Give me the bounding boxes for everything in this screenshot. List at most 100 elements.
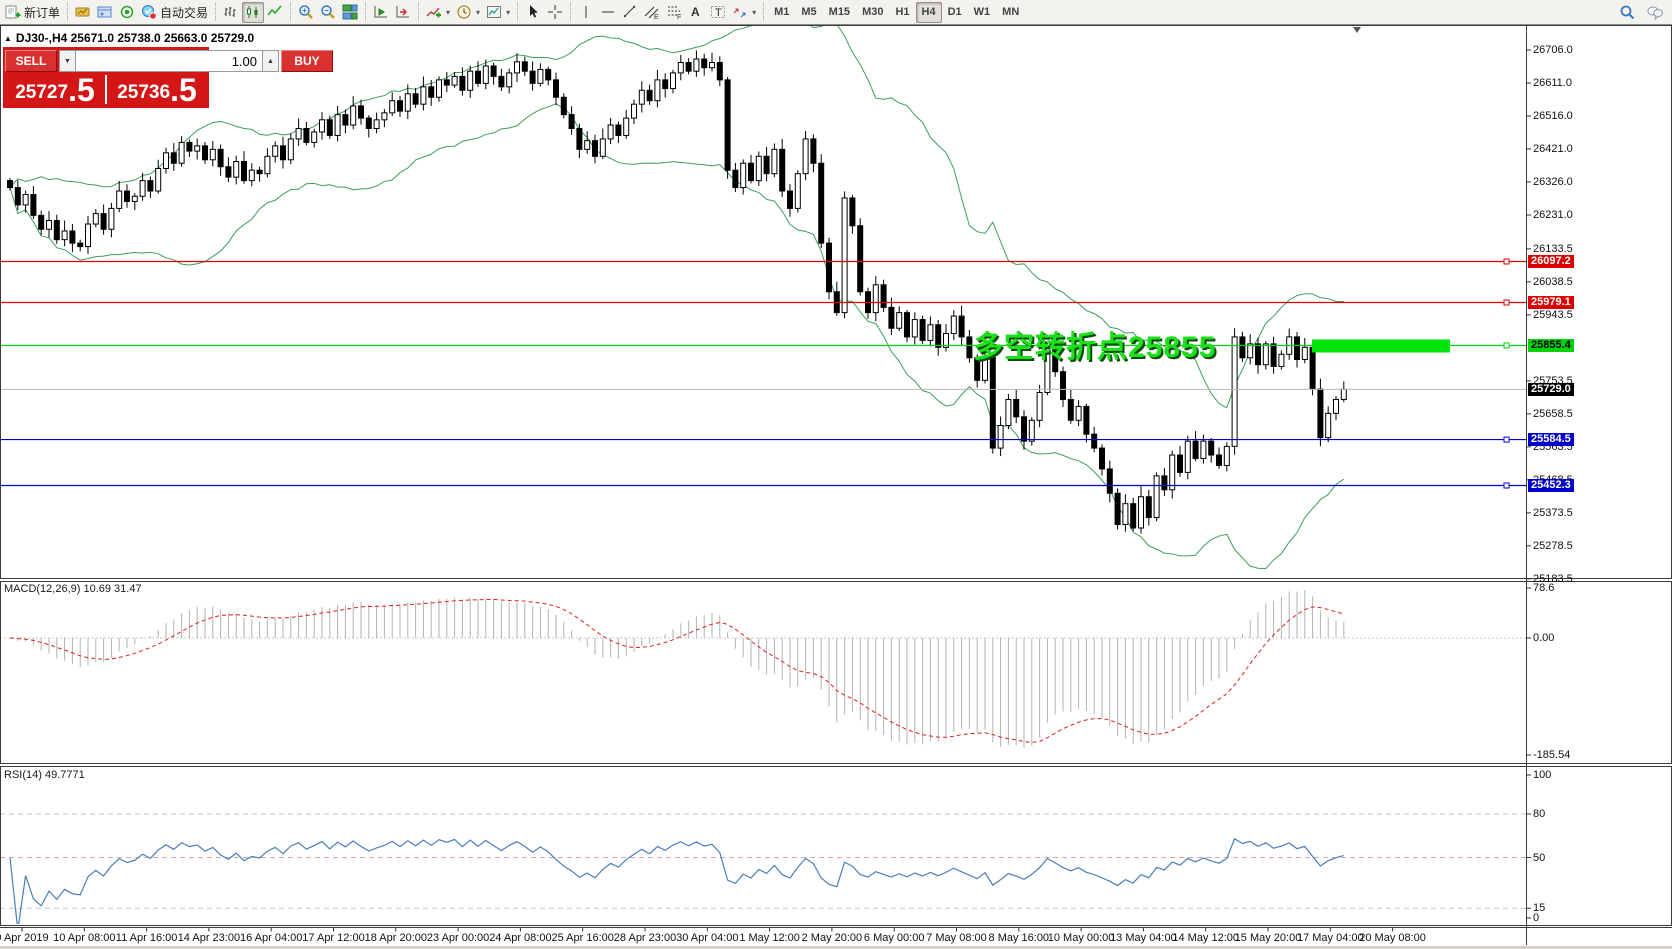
volume-decrease-button[interactable]: ▼ (59, 50, 76, 72)
trend-icon (622, 4, 638, 20)
price-level-tag[interactable]: 26097.2 (1528, 254, 1574, 268)
macd-axis-tick: 0.00 (1533, 632, 1555, 644)
new-order-button[interactable]: 新订单 (2, 2, 63, 23)
time-axis-label: 28 Apr 23:00 (613, 932, 677, 944)
time-axis-label: 14 May 12:00 (1172, 932, 1240, 944)
template-icon (486, 4, 502, 20)
arrows-icon (732, 4, 748, 20)
chart-shift-button[interactable] (392, 2, 414, 23)
tile-icon (342, 4, 358, 20)
toolbar-separator (290, 3, 292, 21)
crosshair-button[interactable] (544, 2, 566, 23)
search-button[interactable] (1616, 2, 1638, 23)
rsi-line (9, 837, 1344, 924)
equidistant-channel-button[interactable]: E (641, 2, 663, 23)
vertical-line-button[interactable] (575, 2, 597, 23)
chart-annotation-text[interactable]: 多空转折点25855 (973, 331, 1217, 364)
volume-increase-button[interactable]: ▲ (262, 50, 279, 72)
timeframe-d1[interactable]: D1 (947, 6, 962, 18)
timeframe-m1[interactable]: M1 (774, 6, 790, 18)
zoom-out-icon (320, 4, 336, 20)
fibonacci-button[interactable]: F (663, 2, 685, 23)
collapse-trade-panel-icon[interactable]: ▲ (4, 33, 12, 43)
text-button[interactable]: A (685, 2, 707, 23)
time-axis-label: 18 Apr 20:00 (364, 932, 427, 944)
timeframe-m15[interactable]: M15 (828, 6, 851, 18)
chevron-down-icon[interactable]: ▾ (752, 7, 757, 17)
toolbar-separator (215, 3, 217, 21)
cursor-icon (525, 4, 541, 20)
price-axis-tick: 26231.0 (1533, 209, 1573, 221)
time-axis-label: 1 May 12:00 (739, 932, 800, 944)
chat-button[interactable] (1644, 2, 1666, 23)
sell-price[interactable]: 25727 .5 (15, 72, 95, 108)
new-order-icon (5, 4, 21, 20)
time-axis-label: 9 Apr 2019 (0, 932, 49, 944)
toolbar-separator (517, 3, 519, 21)
periods-button[interactable]: ▾ (453, 2, 483, 23)
tile-windows-button[interactable] (339, 2, 361, 23)
price-level-tag[interactable]: 25855.4 (1528, 338, 1574, 352)
buy-price[interactable]: 25736 .5 (117, 72, 197, 108)
trendline-button[interactable] (619, 2, 641, 23)
time-axis-label: 23 Apr 00:00 (426, 932, 490, 944)
profiles-button[interactable] (94, 2, 116, 23)
macd-indicator-label: MACD(12,26,9) 10.69 31.47 (4, 583, 142, 595)
bar-chart-button[interactable] (220, 2, 242, 23)
green-highlight-rectangle[interactable] (1312, 339, 1450, 353)
zoom-in-icon (298, 4, 314, 20)
timeframe-h1[interactable]: H1 (895, 6, 910, 18)
timeframe-m5[interactable]: M5 (801, 6, 817, 18)
time-axis-label: 7 May 08:00 (926, 932, 987, 944)
buy-button[interactable]: BUY (281, 50, 333, 72)
price-axis-tick: 26421.0 (1533, 143, 1573, 155)
sell-button[interactable]: SELL (5, 50, 57, 72)
toolbar-separator (570, 3, 572, 21)
horizontal-level-lines[interactable] (0, 258, 1526, 489)
channel-icon: E (644, 4, 660, 20)
price-axis-tick: 25943.5 (1533, 308, 1573, 321)
line-chart-button[interactable] (264, 2, 286, 23)
macd-histogram (17, 590, 1345, 749)
bollinger-bands (9, 26, 1345, 570)
indicators-button[interactable]: ▾ (423, 2, 453, 23)
chevron-down-icon[interactable]: ▾ (446, 7, 451, 17)
timeframe-mn[interactable]: MN (1002, 6, 1020, 18)
time-axis-label: 14 Apr 23:00 (177, 932, 241, 944)
price-level-tag[interactable]: 25452.3 (1528, 478, 1574, 492)
svg-text:E: E (654, 14, 659, 20)
timeframe-w1[interactable]: W1 (973, 6, 991, 18)
time-axis-label: 8 May 16:00 (988, 932, 1050, 944)
zoom-in-button[interactable] (295, 2, 317, 23)
text-label-button[interactable]: T (707, 2, 729, 23)
chevron-down-icon[interactable]: ▾ (506, 7, 511, 17)
current-price-tag[interactable]: 25729.0 (1528, 382, 1574, 396)
cursor-button[interactable] (522, 2, 544, 23)
time-axis-label: 17 Apr 12:00 (302, 932, 365, 944)
candlestick-chart-button[interactable] (242, 1, 265, 23)
price-axis-tick: 26706.0 (1533, 44, 1573, 56)
horizontal-line-button[interactable] (597, 2, 619, 23)
arrows-button[interactable]: ▾ (729, 2, 759, 23)
bars-icon (223, 4, 239, 20)
zoom-out-button[interactable] (317, 2, 339, 23)
symbol-ohlc-label[interactable]: ▲ DJ30-,H4 25671.0 25738.0 25663.0 25729… (4, 31, 254, 45)
price-axis-tick: 26516.0 (1533, 110, 1573, 122)
chevron-down-icon[interactable]: ▾ (476, 7, 481, 17)
volume-input[interactable] (76, 50, 262, 72)
autotrading-button[interactable]: 自动交易 (138, 2, 211, 23)
market-watch-icon (119, 4, 135, 20)
price-level-tag[interactable]: 25584.5 (1528, 433, 1574, 447)
rsi-indicator-label: RSI(14) 49.7771 (4, 769, 85, 781)
auto-scroll-button[interactable] (370, 2, 392, 23)
text-icon: A (688, 4, 704, 20)
indicators-icon (426, 4, 442, 20)
price-level-tag[interactable]: 25979.1 (1528, 296, 1574, 309)
market-watch-button[interactable] (116, 2, 138, 23)
templates-button[interactable]: ▾ (483, 2, 513, 23)
new-chart-button[interactable] (72, 2, 94, 23)
timeframe-h4[interactable]: H4 (915, 1, 942, 23)
timeframe-m30[interactable]: M30 (862, 6, 884, 18)
macd-axis-tick: -185.54 (1533, 749, 1571, 761)
